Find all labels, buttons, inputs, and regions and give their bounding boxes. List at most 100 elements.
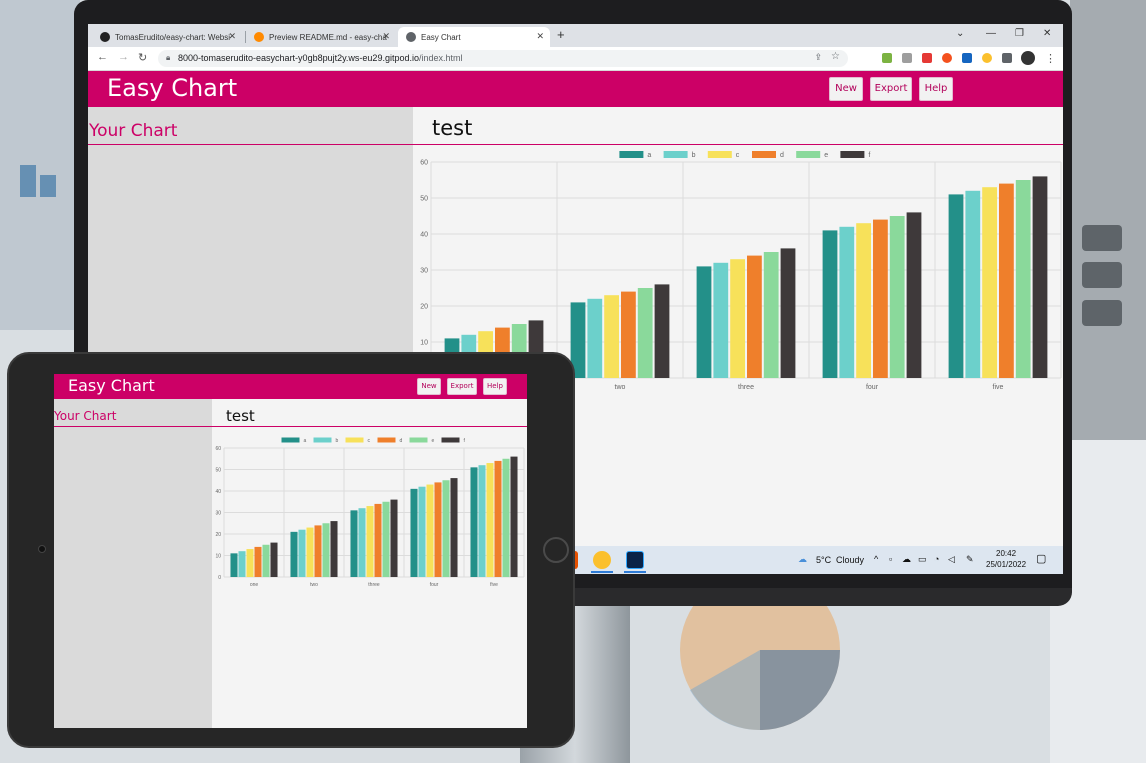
browser-tab-bar: TomasErudito/easy-chart: Websi ✕ Preview… <box>88 24 1063 47</box>
close-tab-icon[interactable]: ✕ <box>536 31 544 41</box>
back-icon[interactable]: ← <box>97 51 108 63</box>
y-tick-label: 20 <box>215 532 221 538</box>
legend-label: c <box>736 152 740 159</box>
y-tick-label: 30 <box>420 267 428 274</box>
title-divider <box>413 144 1063 145</box>
export-button[interactable]: Export <box>447 378 477 395</box>
app-brand[interactable]: Easy Chart <box>68 376 155 395</box>
legend-swatch <box>619 151 644 158</box>
bar <box>390 499 398 577</box>
chrome-icon[interactable] <box>593 551 611 569</box>
clock-time[interactable]: 20:42 <box>996 549 1017 558</box>
bar <box>410 488 418 577</box>
close-tab-icon[interactable]: ✕ <box>382 31 390 41</box>
export-button[interactable]: Export <box>870 77 912 101</box>
legend-label: c <box>368 438 371 444</box>
browser-tab[interactable]: TomasErudito/easy-chart: Websi ✕ <box>92 27 242 47</box>
legend-label: a <box>304 438 307 444</box>
new-button[interactable]: New <box>417 378 441 395</box>
x-tick-label: one <box>250 582 259 588</box>
volume-icon[interactable]: ◁ <box>948 554 955 564</box>
reload-icon[interactable]: ↻ <box>138 52 148 64</box>
legend-swatch <box>752 151 776 158</box>
legend-swatch <box>840 151 865 158</box>
weather-temp[interactable]: 5°C <box>816 555 832 565</box>
bar <box>366 506 374 577</box>
gitpod-icon <box>254 32 264 42</box>
legend-label: e <box>432 438 435 444</box>
close-tab-icon[interactable]: ✕ <box>228 31 236 41</box>
bar <box>418 486 426 577</box>
tray-icon[interactable]: ▫ <box>889 554 893 564</box>
new-tab-button[interactable]: + <box>557 27 565 42</box>
app-brand[interactable]: Easy Chart <box>107 74 238 102</box>
bar <box>856 223 871 378</box>
bar <box>254 546 262 577</box>
legend-swatch <box>409 437 428 443</box>
sidebar-title: Your Chart <box>89 121 178 141</box>
bar <box>450 478 458 577</box>
bar <box>604 295 619 378</box>
extension-icon[interactable] <box>902 53 912 63</box>
url-host: 8000-tomaserudito-easychart-y0gb8pujt2y.… <box>178 53 419 63</box>
bar <box>358 508 366 577</box>
help-button[interactable]: Help <box>483 378 507 395</box>
minimize-icon[interactable]: — <box>986 28 996 39</box>
battery-icon[interactable]: ▭ <box>918 554 927 564</box>
onedrive-icon[interactable]: ☁ <box>902 554 911 564</box>
share-icon[interactable]: ⇪ <box>814 52 822 62</box>
legend-swatch <box>707 151 732 158</box>
y-tick-label: 50 <box>420 195 428 202</box>
address-bar[interactable]: 🔒︎ 8000-tomaserudito-easychart-y0gb8pujt… <box>158 50 848 67</box>
tablet-easy-chart-page: Easy Chart New Export Help Your Chart te… <box>54 374 527 728</box>
restore-icon[interactable]: ❐ <box>1015 28 1024 39</box>
legend-swatch <box>663 151 688 158</box>
chevron-up-icon[interactable]: ^ <box>874 554 879 564</box>
notification-icon[interactable]: ▢ <box>1036 553 1047 565</box>
bar <box>238 551 246 577</box>
active-app-indicator <box>591 571 613 573</box>
browser-tab-active[interactable]: Easy Chart ✕ <box>398 27 550 47</box>
clock-date[interactable]: 25/01/2022 <box>986 560 1027 569</box>
bar <box>270 542 278 577</box>
extension-icon[interactable] <box>962 53 972 63</box>
extension-icon[interactable] <box>942 53 952 63</box>
forward-icon[interactable]: → <box>118 51 129 63</box>
bar <box>621 291 636 378</box>
bar <box>730 259 745 378</box>
bar <box>494 460 502 577</box>
legend-swatch <box>345 437 364 443</box>
legend-label: a <box>647 152 651 159</box>
bookmark-star-icon[interactable]: ☆ <box>831 51 840 62</box>
puzzle-icon[interactable] <box>1002 53 1012 63</box>
browser-tab[interactable]: Preview README.md - easy-char ✕ <box>246 27 396 47</box>
profile-avatar[interactable] <box>1021 51 1035 65</box>
extension-icon[interactable] <box>922 53 932 63</box>
app-header: Easy Chart New Export Help <box>88 71 1063 107</box>
tablet-home-button[interactable] <box>543 537 569 563</box>
extension-icon[interactable] <box>982 53 992 63</box>
legend-label: f <box>868 152 870 159</box>
bar <box>306 527 314 577</box>
wifi-icon[interactable]: ◔ <box>934 554 940 564</box>
y-tick-label: 60 <box>215 446 221 452</box>
photoshop-icon[interactable] <box>626 551 644 569</box>
help-button[interactable]: Help <box>919 77 953 101</box>
close-window-icon[interactable]: ✕ <box>1043 28 1052 39</box>
new-button[interactable]: New <box>829 77 863 101</box>
bar <box>298 529 306 577</box>
bar <box>322 523 330 577</box>
bar <box>502 458 510 577</box>
github-icon <box>100 32 110 42</box>
tab-title: TomasErudito/easy-chart: Websi <box>115 32 231 42</box>
pen-icon[interactable]: ✎ <box>966 554 974 564</box>
globe-icon <box>406 32 416 42</box>
weather-condition[interactable]: Cloudy <box>836 555 865 565</box>
header-nav: New Export Help <box>829 77 953 101</box>
y-tick-label: 40 <box>420 231 428 238</box>
bar <box>510 456 518 577</box>
tab-search-icon[interactable]: ⌄ <box>956 28 965 39</box>
kebab-menu-icon[interactable]: ⋮ <box>1045 53 1056 65</box>
url-path: /index.html <box>418 53 463 63</box>
android-extension-icon[interactable] <box>882 53 892 63</box>
